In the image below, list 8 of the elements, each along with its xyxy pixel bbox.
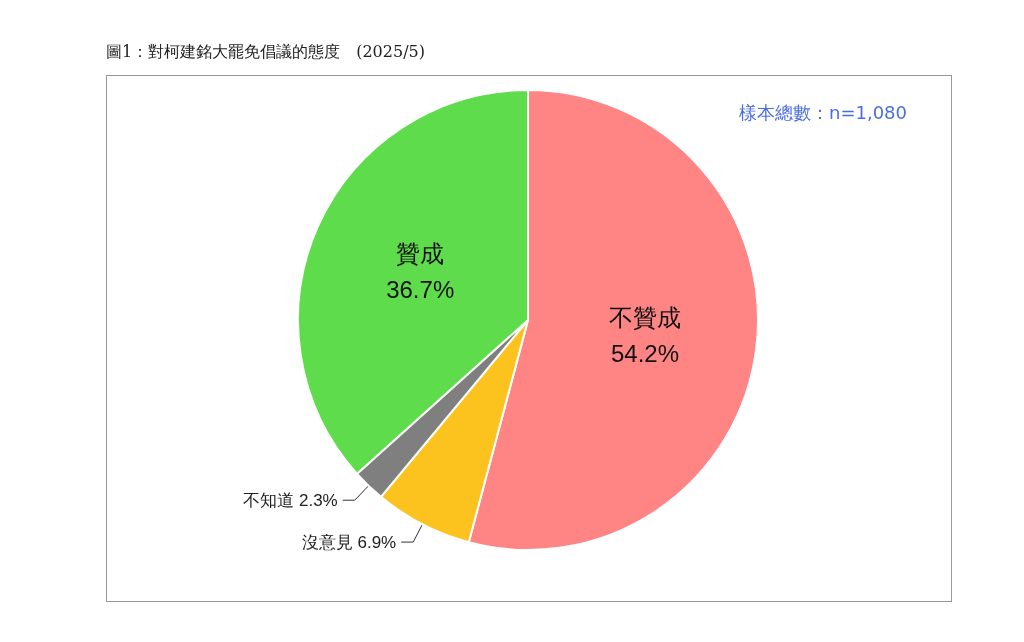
chart-title: 圖1：對柯建銘大罷免倡議的態度 (2025/5) xyxy=(106,42,425,63)
slice-label: 沒意見 6.9% xyxy=(301,532,397,552)
data-label: 36.7% xyxy=(386,276,455,304)
slice-label: 不知道 2.3% xyxy=(243,490,338,510)
data-label: 54.2% xyxy=(610,339,680,367)
slice-label: 不贊成 xyxy=(609,303,681,331)
text: 樣本總數：n=1,080 xyxy=(738,101,908,123)
slice-label: 贊成 xyxy=(396,240,445,268)
